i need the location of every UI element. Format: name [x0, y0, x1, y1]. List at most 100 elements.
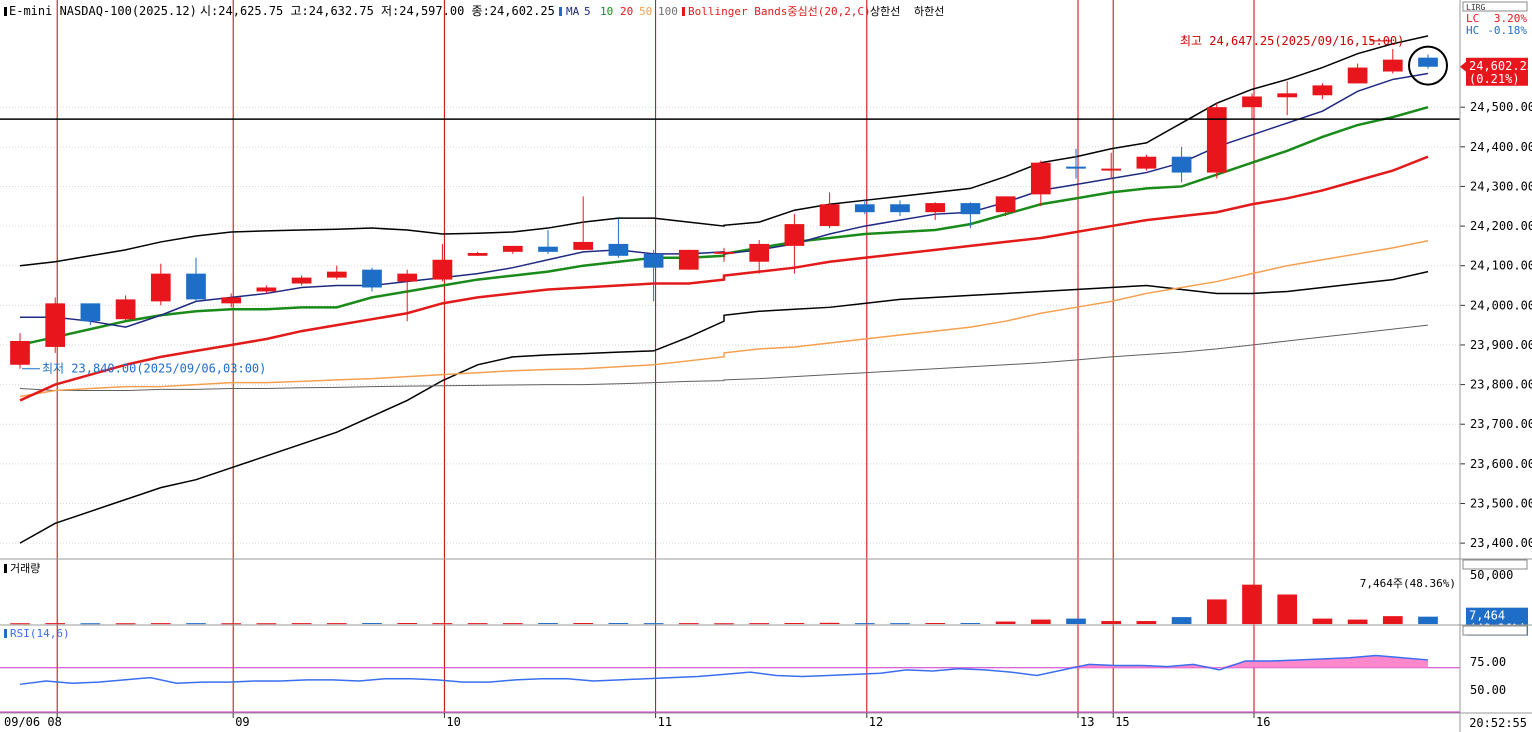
volume-bar — [573, 623, 594, 625]
volume-bar — [1347, 619, 1368, 624]
volume-bar — [1066, 618, 1086, 624]
high-annotation: 최고 24,647.25(2025/09/16,15:00) — [1180, 34, 1404, 48]
y-tick-label: 23,900.00 — [1470, 338, 1532, 352]
rsi-panel-button[interactable] — [1462, 625, 1528, 636]
volume-y-tick-label: 50,000 — [1470, 568, 1513, 582]
volume-bar — [749, 623, 770, 625]
volume-bar — [643, 623, 664, 625]
candle-body — [1206, 107, 1227, 173]
ma-period-50[interactable]: 50 — [639, 5, 652, 18]
candle-body — [115, 299, 136, 320]
candle-body — [960, 203, 981, 215]
candle-body — [1101, 168, 1122, 171]
y-tick-label: 23,800.00 — [1470, 378, 1532, 392]
volume-bar — [1382, 616, 1403, 624]
current-candle-highlight — [1408, 45, 1448, 86]
volume-panel-button[interactable] — [1462, 559, 1528, 570]
volume-bar — [608, 623, 629, 625]
volume-bar — [1277, 594, 1298, 624]
ma-period-100[interactable]: 100 — [658, 5, 678, 18]
volume-bar — [1206, 599, 1227, 624]
ma-period-10[interactable]: 10 — [600, 5, 613, 18]
volume-bar — [784, 623, 805, 625]
volume-bar — [326, 623, 347, 625]
volume-title: 거래량 — [10, 562, 40, 575]
candle-body — [362, 269, 382, 288]
hc-value: -0.18% — [1487, 24, 1527, 37]
candle-body — [80, 303, 101, 322]
y-tick-label: 23,500.00 — [1470, 496, 1532, 510]
candle-body — [221, 297, 242, 304]
bb-lower-label[interactable]: 하한선 — [914, 4, 944, 18]
candle-body — [1066, 166, 1086, 169]
lirg-button[interactable] — [1462, 1, 1528, 12]
candle-body — [1030, 162, 1051, 195]
candle-body — [291, 277, 312, 284]
rsi-y-tick-label: 50.00 — [1470, 683, 1506, 697]
bb-label[interactable]: Bollinger Bands중심선(20,2,C) — [688, 5, 871, 18]
candles — [10, 48, 1438, 369]
x-tick-label: 09 — [235, 715, 249, 729]
volume-bar — [714, 623, 734, 625]
header-symbol: E-mini NASDAQ-100(2025.12) — [9, 4, 197, 18]
candle-body — [714, 251, 734, 254]
candle-body — [538, 246, 558, 252]
candle-body — [1312, 85, 1333, 96]
y-tick-label: 23,600.00 — [1470, 457, 1532, 471]
x-tick-label: 11 — [658, 715, 672, 729]
y-tick-label: 23,700.00 — [1470, 417, 1532, 431]
volume-bar — [1242, 584, 1262, 624]
current-price-value: 24,602.25 — [1469, 59, 1532, 73]
candle-body — [256, 287, 277, 292]
volume-bar — [397, 623, 418, 625]
candle-body — [819, 204, 840, 227]
volume-bar — [467, 623, 488, 625]
hc-label: HC — [1466, 24, 1479, 37]
volume-value-label: 7,464주(48.36%) — [1360, 577, 1456, 590]
x-tick-label: 10 — [446, 715, 460, 729]
volume-bar — [115, 623, 136, 625]
candle-body — [432, 259, 453, 280]
candle-body — [608, 243, 629, 256]
rsi-overbought-fill — [20, 655, 1428, 668]
candle-body — [1171, 156, 1192, 173]
y-tick-label: 24,200.00 — [1470, 219, 1532, 233]
x-tick-label: 15 — [1115, 715, 1129, 729]
volume-bar — [890, 623, 910, 625]
price-axis: 23,400.00 23,500.00 23,600.00 23,700.00 23,8… — [1460, 57, 1532, 550]
low-annotation: 최저 23,840.00(2025/09/06,03:00) — [42, 362, 266, 376]
lirg-button-label: LIRG — [1466, 3, 1485, 12]
volume-bar — [362, 623, 382, 625]
volume-bar — [1171, 617, 1192, 624]
bb-upper-label[interactable]: 상한선 — [870, 5, 900, 18]
volume-bar — [502, 623, 523, 625]
candle-body — [1382, 59, 1403, 72]
y-tick-label: 24,400.00 — [1470, 140, 1532, 154]
ma-label[interactable]: MA — [566, 5, 580, 18]
volume-bar — [1312, 618, 1333, 624]
volume-bar — [995, 621, 1016, 624]
candle-body — [1277, 93, 1298, 98]
volume-bar — [854, 623, 875, 625]
volume-bar — [45, 623, 66, 625]
rsi-chart: 50.00 75.00 — [0, 654, 1506, 713]
ma-period-5[interactable]: 5 — [584, 5, 591, 18]
candle-body — [925, 203, 946, 213]
header-marker — [4, 7, 7, 16]
candle-body — [10, 341, 30, 365]
current-price-box — [1466, 57, 1528, 86]
volume-bar — [186, 623, 206, 625]
y-tick-label: 24,500.00 — [1470, 100, 1532, 114]
volume-bar — [1136, 621, 1157, 624]
volume-bar — [1030, 619, 1051, 624]
candle-body — [854, 204, 875, 213]
header-quote: 시:24,625.75 고:24,632.75 저:24,597.00 종:24… — [200, 4, 555, 18]
volume-bar — [10, 623, 30, 625]
lc-value: 3.20% — [1494, 12, 1527, 25]
candle-body — [995, 196, 1016, 213]
volume-bar — [291, 623, 312, 625]
rsi-title: RSI(14,6) — [10, 627, 70, 640]
current-price-change: (0.21%) — [1469, 72, 1520, 86]
ma-period-20[interactable]: 20 — [620, 5, 633, 18]
